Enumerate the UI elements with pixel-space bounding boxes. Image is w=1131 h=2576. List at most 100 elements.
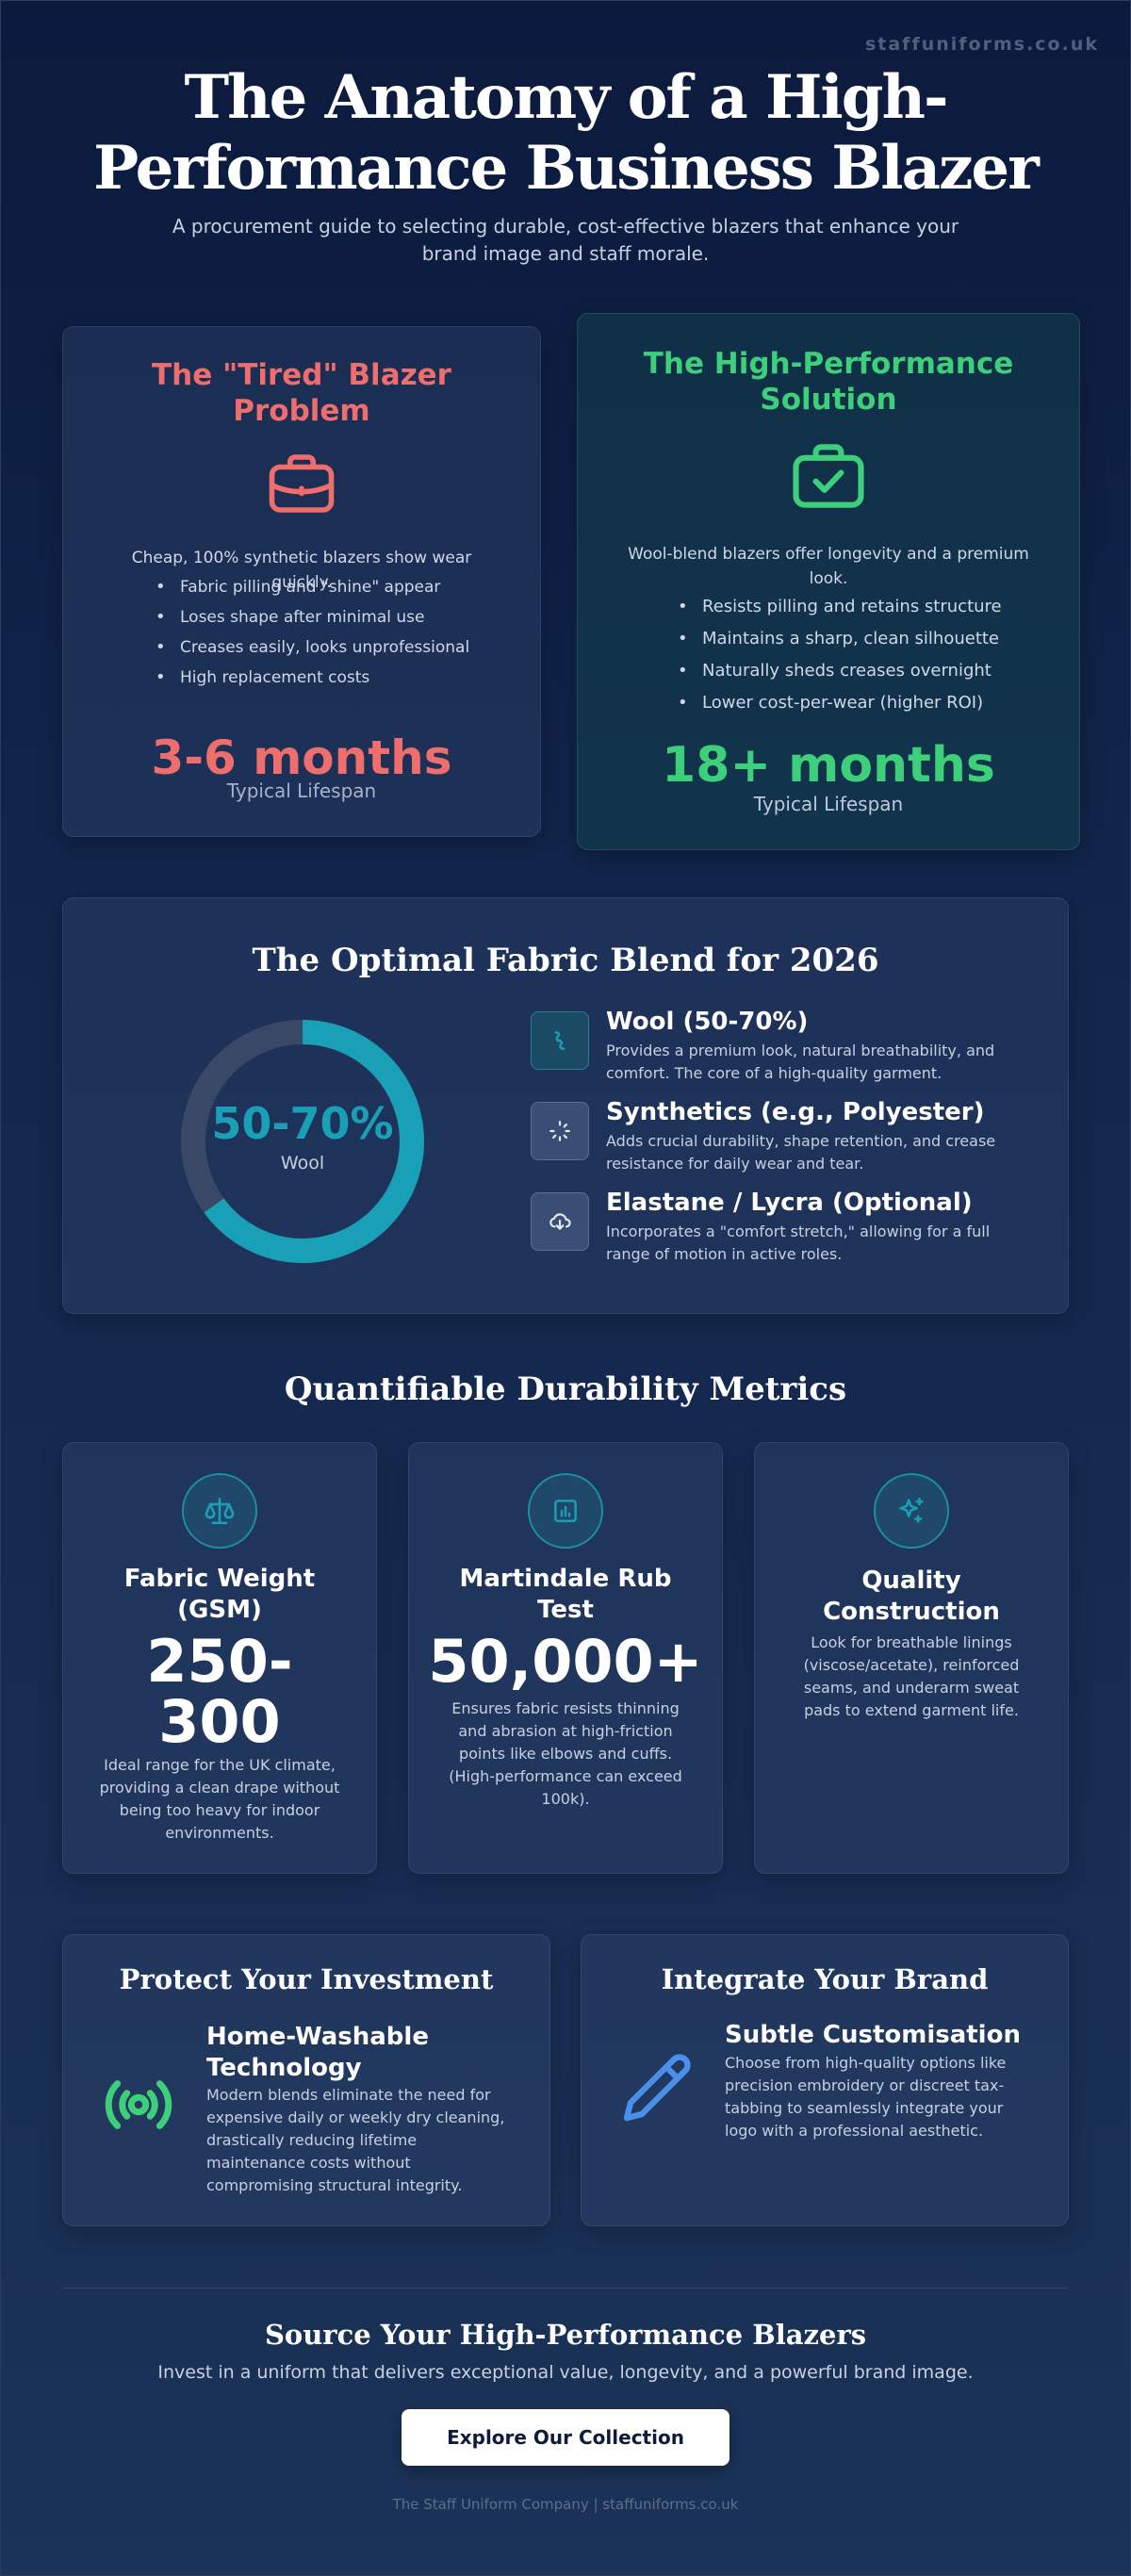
donut-label: Wool xyxy=(280,1153,325,1173)
metric-desc-line: and abrasion at high-friction xyxy=(458,1722,673,1740)
solution-lifespan-value: 18+ months xyxy=(662,737,995,794)
list-item: Lower cost-per-wear (higher ROI) xyxy=(672,687,1002,719)
metric-desc-line: (High-performance can exceed xyxy=(449,1767,682,1785)
page-title-line-1: The Anatomy of a High- xyxy=(184,62,948,133)
wool-donut-chart: 50-70% Wool xyxy=(180,1019,425,1264)
solution-card: The High-Performance Solution Wool-blend… xyxy=(577,313,1080,850)
list-item: Loses shape after minimal use xyxy=(150,602,469,632)
fabric-item-desc: Incorporates a "comfort stretch," allowi… xyxy=(606,1221,1021,1266)
investment-card: Protect Your Investment Home-Washable Te… xyxy=(62,1934,550,2226)
cta-title: Source Your High-Performance Blazers xyxy=(264,2319,867,2351)
site-domain: staffuniforms.co.uk xyxy=(864,34,1099,55)
briefcase-icon xyxy=(262,444,341,527)
page-subtitle: A procurement guide to selecting durable… xyxy=(151,213,980,268)
list-item: Fabric pilling and "shine" appear xyxy=(150,572,469,602)
metric-desc-line: points like elbows and cuffs. xyxy=(458,1745,673,1763)
brand-desc-line: Choose from high-quality options like xyxy=(725,2054,1007,2072)
investment-heading-line: Technology xyxy=(206,2054,362,2082)
footer-text: The Staff Uniform Company | staffuniform… xyxy=(392,2496,739,2513)
investment-heading-line: Home-Washable xyxy=(206,2023,429,2051)
list-item: Naturally sheds creases overnight xyxy=(672,655,1002,687)
metric-desc-line: environments. xyxy=(165,1824,274,1842)
brand-desc-line: tabbing to seamlessly integrate your xyxy=(725,2099,1004,2117)
page-subtitle-line-2: brand image and staff morale. xyxy=(421,242,710,265)
explore-collection-button[interactable]: Explore Our Collection xyxy=(402,2409,729,2466)
metric-title-line: Fabric Weight xyxy=(123,1565,316,1593)
investment-desc-line: expensive daily or weekly dry cleaning, xyxy=(206,2108,505,2126)
brand-desc-line: logo with a professional aesthetic. xyxy=(725,2122,984,2140)
broadcast-icon xyxy=(99,2065,178,2148)
cta-subtitle: Invest in a uniform that delivers except… xyxy=(157,2362,974,2383)
fabric-item-desc: Adds crucial durability, shape retention… xyxy=(606,1130,1021,1175)
metric-value-line: 50,000+ xyxy=(428,1627,703,1696)
metric-desc-line: seams, and underarm sweat xyxy=(803,1679,1020,1697)
metric-value: 50,000+ xyxy=(409,1632,722,1692)
brand-card: Integrate Your Brand Subtle Customisatio… xyxy=(581,1934,1069,2226)
pencil-icon xyxy=(612,2046,702,2141)
problem-title-line-1: The "Tired" Blazer xyxy=(152,358,451,392)
problem-points: Fabric pilling and "shine" appear Loses … xyxy=(150,572,469,693)
metric-title-line: Martindale Rub xyxy=(459,1565,672,1593)
investment-title: Protect Your Investment xyxy=(119,1963,494,1995)
fabric-item-name: Wool (50-70%) xyxy=(606,1008,809,1036)
fabric-item-desc-line: comfort. The core of a high-quality garm… xyxy=(606,1064,942,1082)
list-item: Maintains a sharp, clean silhouette xyxy=(672,623,1002,655)
investment-heading: Home-Washable Technology xyxy=(206,2022,536,2084)
metric-title-line: Quality xyxy=(861,1567,961,1595)
metric-desc-line: (viscose/acetate), reinforced xyxy=(803,1656,1020,1674)
problem-lifespan-value: 3-6 months xyxy=(151,730,452,785)
cloud-download-icon xyxy=(531,1192,589,1251)
metric-desc-line: Ideal range for the UK climate, xyxy=(104,1756,336,1774)
metric-desc-line: Ensures fabric resists thinning xyxy=(451,1699,680,1717)
metric-card-fabric-weight: Fabric Weight (GSM) 250- 300 Ideal range… xyxy=(62,1442,377,1874)
investment-desc-line: maintenance costs without xyxy=(206,2154,411,2172)
metric-desc-line: Look for breathable linings xyxy=(811,1633,1012,1651)
fabric-item-desc-line: resistance for daily wear and tear. xyxy=(606,1155,864,1173)
fabric-item-desc-line: Incorporates a "comfort stretch," allowi… xyxy=(606,1222,991,1240)
metric-value: 250- 300 xyxy=(63,1632,376,1752)
metric-title-line: (GSM) xyxy=(177,1596,262,1624)
metric-desc-line: providing a clean drape without xyxy=(99,1779,340,1797)
page-title: The Anatomy of a High- Performance Busin… xyxy=(0,62,1131,204)
fiber-icon xyxy=(531,1011,589,1070)
solution-title: The High-Performance Solution xyxy=(578,346,1079,418)
list-item: Creases easily, looks unprofessional xyxy=(150,632,469,663)
solution-title-line-2: Solution xyxy=(760,383,897,417)
problem-title: The "Tired" Blazer Problem xyxy=(63,357,540,429)
bar-chart-icon xyxy=(528,1473,603,1549)
metric-desc-line: pads to extend garment life. xyxy=(804,1701,1019,1719)
brand-desc-line: precision embroidery or discreet tax- xyxy=(725,2076,1005,2094)
investment-desc: Modern blends eliminate the need for exp… xyxy=(206,2084,536,2197)
solution-intro-line-2: look. xyxy=(809,569,848,588)
metric-value-line: 250- xyxy=(146,1627,293,1696)
metric-desc-line: 100k). xyxy=(541,1790,590,1808)
brand-desc: Choose from high-quality options like pr… xyxy=(725,2052,1055,2142)
loader-icon xyxy=(531,1102,589,1160)
section-divider xyxy=(62,2288,1069,2289)
donut-percentage: 50-70% xyxy=(211,1098,394,1149)
donut-fill xyxy=(181,1020,424,1263)
solution-points: Resists pilling and retains structure Ma… xyxy=(672,591,1002,719)
fabric-blend-title: The Optimal Fabric Blend for 2026 xyxy=(252,942,879,979)
list-item: High replacement costs xyxy=(150,663,469,693)
sparkles-icon xyxy=(874,1473,949,1549)
metric-desc: Ensures fabric resists thinning and abra… xyxy=(441,1698,690,1811)
solution-intro: Wool-blend blazers offer longevity and a… xyxy=(615,542,1041,591)
solution-lifespan-label: Typical Lifespan xyxy=(753,793,904,815)
metric-desc: Ideal range for the UK climate, providin… xyxy=(95,1754,344,1845)
metric-desc: Look for breathable linings (viscose/ace… xyxy=(787,1632,1036,1722)
solution-title-line-1: The High-Performance xyxy=(643,347,1014,381)
metric-value-line: 300 xyxy=(158,1687,281,1756)
briefcase-check-icon xyxy=(785,433,872,523)
metric-card-construction: Quality Construction Look for breathable… xyxy=(754,1442,1069,1874)
metric-title: Fabric Weight (GSM) xyxy=(82,1564,357,1626)
investment-desc-line: Modern blends eliminate the need for xyxy=(206,2086,491,2104)
problem-title-line-2: Problem xyxy=(233,394,370,428)
problem-lifespan-label: Typical Lifespan xyxy=(226,779,377,802)
metric-title: Quality Construction xyxy=(774,1566,1049,1628)
investment-desc-line: compromising structural integrity. xyxy=(206,2176,463,2194)
metric-title: Martindale Rub Test xyxy=(428,1564,703,1626)
fabric-item-desc: Provides a premium look, natural breatha… xyxy=(606,1040,1021,1085)
fabric-item-name: Synthetics (e.g., Polyester) xyxy=(606,1098,985,1126)
page-title-line-2: Performance Business Blazer xyxy=(93,133,1040,204)
